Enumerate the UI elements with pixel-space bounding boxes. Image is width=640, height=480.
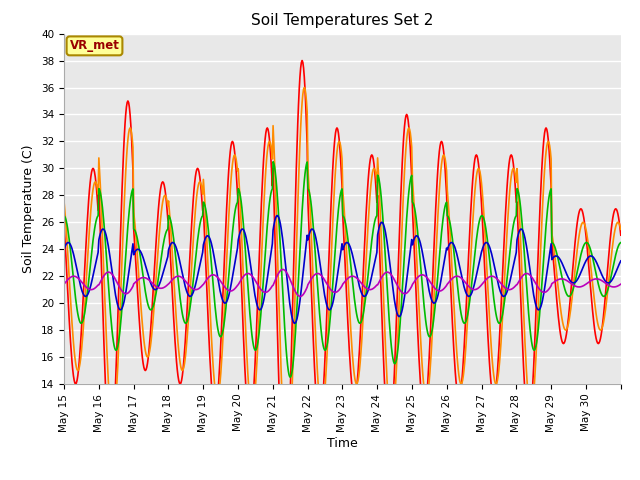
Tsoil -32cm — [276, 268, 284, 274]
Title: Soil Temperatures Set 2: Soil Temperatures Set 2 — [252, 13, 433, 28]
Tsoil -8cm — [125, 207, 133, 213]
Tsoil -16cm — [277, 225, 285, 231]
Tsoil -2cm — [617, 232, 625, 238]
Text: VR_met: VR_met — [70, 39, 120, 52]
Line: Tsoil -4cm: Tsoil -4cm — [64, 87, 621, 465]
Tsoil -32cm — [401, 291, 409, 297]
Tsoil -4cm — [228, 168, 236, 174]
Tsoil -16cm — [433, 297, 440, 303]
Tsoil -4cm — [276, 344, 284, 350]
Tsoil -2cm — [125, 104, 133, 110]
Tsoil -4cm — [617, 227, 625, 232]
Tsoil -2cm — [298, 58, 306, 63]
Tsoil -4cm — [60, 198, 68, 204]
Tsoil -16cm — [60, 247, 68, 252]
Line: Tsoil -8cm: Tsoil -8cm — [64, 162, 621, 377]
Tsoil -32cm — [125, 289, 133, 295]
Tsoil -2cm — [433, 191, 440, 197]
Tsoil -4cm — [433, 243, 440, 249]
Tsoil -2cm — [401, 117, 409, 123]
Tsoil -4cm — [125, 126, 133, 132]
Tsoil -32cm — [296, 293, 304, 299]
Tsoil -2cm — [60, 219, 68, 225]
Tsoil -16cm — [291, 321, 299, 326]
Tsoil -4cm — [255, 309, 263, 315]
Tsoil -2cm — [276, 426, 284, 432]
Tsoil -8cm — [277, 258, 285, 264]
Y-axis label: Soil Temperature (C): Soil Temperature (C) — [22, 144, 35, 273]
Tsoil -16cm — [255, 307, 263, 312]
Tsoil -32cm — [278, 266, 286, 272]
Line: Tsoil -16cm: Tsoil -16cm — [64, 216, 621, 324]
Tsoil -32cm — [617, 281, 625, 287]
Line: Tsoil -32cm: Tsoil -32cm — [64, 269, 621, 296]
Tsoil -16cm — [273, 213, 281, 218]
Tsoil -2cm — [255, 254, 263, 260]
Tsoil -2cm — [228, 140, 236, 145]
Tsoil -16cm — [401, 289, 409, 295]
Tsoil -4cm — [300, 84, 308, 90]
Line: Tsoil -2cm: Tsoil -2cm — [64, 60, 621, 480]
Tsoil -8cm — [287, 374, 294, 380]
Tsoil -32cm — [255, 284, 263, 290]
Tsoil -32cm — [60, 281, 68, 287]
Tsoil -16cm — [617, 258, 625, 264]
Tsoil -8cm — [433, 289, 440, 295]
Tsoil -4cm — [401, 156, 409, 162]
Tsoil -8cm — [228, 238, 236, 244]
Tsoil -8cm — [255, 328, 263, 334]
Tsoil -32cm — [433, 287, 440, 293]
Tsoil -32cm — [228, 288, 236, 294]
Tsoil -4cm — [283, 462, 291, 468]
Tsoil -8cm — [401, 238, 409, 244]
Tsoil -8cm — [269, 159, 277, 165]
X-axis label: Time: Time — [327, 437, 358, 450]
Tsoil -8cm — [617, 240, 625, 245]
Tsoil -8cm — [60, 213, 68, 218]
Tsoil -16cm — [125, 265, 133, 271]
Tsoil -16cm — [228, 278, 236, 284]
